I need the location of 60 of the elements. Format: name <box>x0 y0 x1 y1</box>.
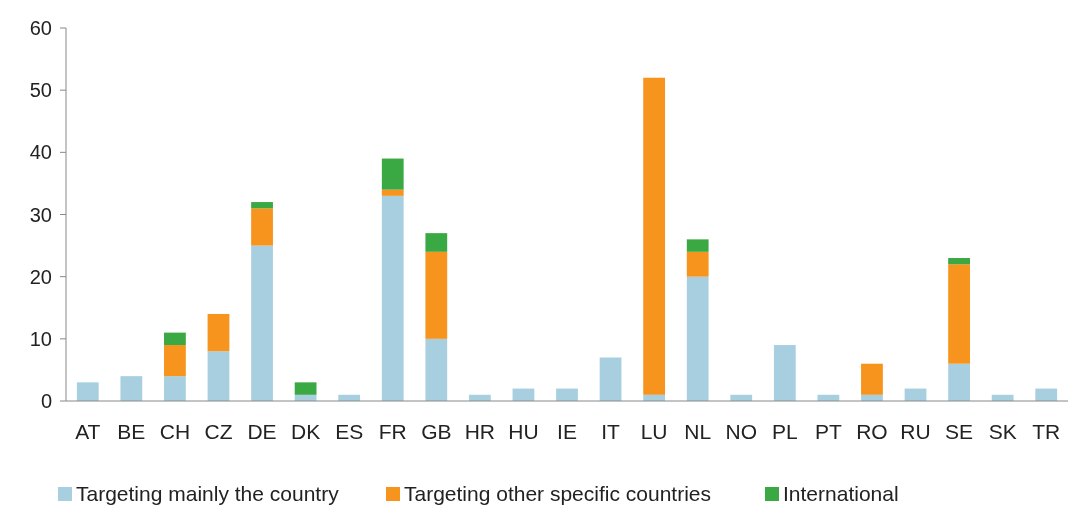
x-tick-label: CH <box>159 420 191 443</box>
bar <box>599 357 622 401</box>
bar <box>686 276 709 401</box>
bar <box>120 376 143 401</box>
y-tick-label: 40 <box>29 141 52 164</box>
x-tick-label: HR <box>464 420 496 443</box>
y-tick-label: 30 <box>29 203 52 226</box>
legend-label: Targeting other specific countries <box>404 482 711 506</box>
y-tick-label: 0 <box>40 390 52 412</box>
bar <box>425 251 448 339</box>
bar <box>773 345 796 401</box>
x-tick-label: HU <box>508 420 539 443</box>
x-tick-label: SE <box>945 420 974 443</box>
x-tick-label: FR <box>378 420 407 443</box>
bar <box>294 382 317 395</box>
bar <box>948 264 970 364</box>
bar <box>251 202 273 209</box>
x-tick-label: PL <box>771 420 798 443</box>
bar <box>948 363 970 401</box>
bar <box>164 332 186 346</box>
x-tick-label: RO <box>856 420 888 443</box>
legend-label: International <box>783 482 899 506</box>
x-tick-label: RU <box>900 420 931 443</box>
y-tick-label: 60 <box>29 17 52 39</box>
x-tick-label: DE <box>247 420 277 443</box>
bar <box>425 233 448 252</box>
bar <box>164 345 186 377</box>
bar <box>948 258 970 265</box>
bar <box>76 382 99 401</box>
legend-label: Targeting mainly the country <box>76 482 340 506</box>
y-tick-label: 20 <box>29 265 52 288</box>
bar <box>425 338 448 401</box>
y-tick-label: 50 <box>29 79 52 102</box>
y-tick-label: 10 <box>29 327 52 350</box>
x-tick-label: IT <box>601 420 621 443</box>
bar <box>251 208 273 246</box>
bar <box>207 313 230 352</box>
bar <box>164 376 186 401</box>
bar <box>686 239 709 252</box>
x-tick-label: SK <box>988 420 1017 443</box>
bar <box>207 351 230 401</box>
bar <box>381 158 404 190</box>
bar <box>251 245 273 401</box>
x-tick-label: BE <box>117 420 146 443</box>
x-tick-label: PT <box>814 420 842 443</box>
x-tick-label: ES <box>335 420 364 443</box>
x-tick-label: AT <box>75 420 101 443</box>
x-tick-label: TR <box>1032 420 1061 443</box>
x-tick-label: DK <box>291 420 321 443</box>
x-tick-label: LU <box>640 420 668 443</box>
x-tick-label: GB <box>421 420 452 443</box>
x-tick-label: CZ <box>204 420 233 443</box>
bar <box>861 363 883 395</box>
bar <box>381 195 404 401</box>
x-tick-label: NO <box>725 420 758 443</box>
bar <box>381 189 404 196</box>
bar <box>643 77 666 395</box>
x-tick-label: NL <box>684 420 712 443</box>
x-tick-label: IE <box>557 420 577 443</box>
bar <box>686 251 709 277</box>
